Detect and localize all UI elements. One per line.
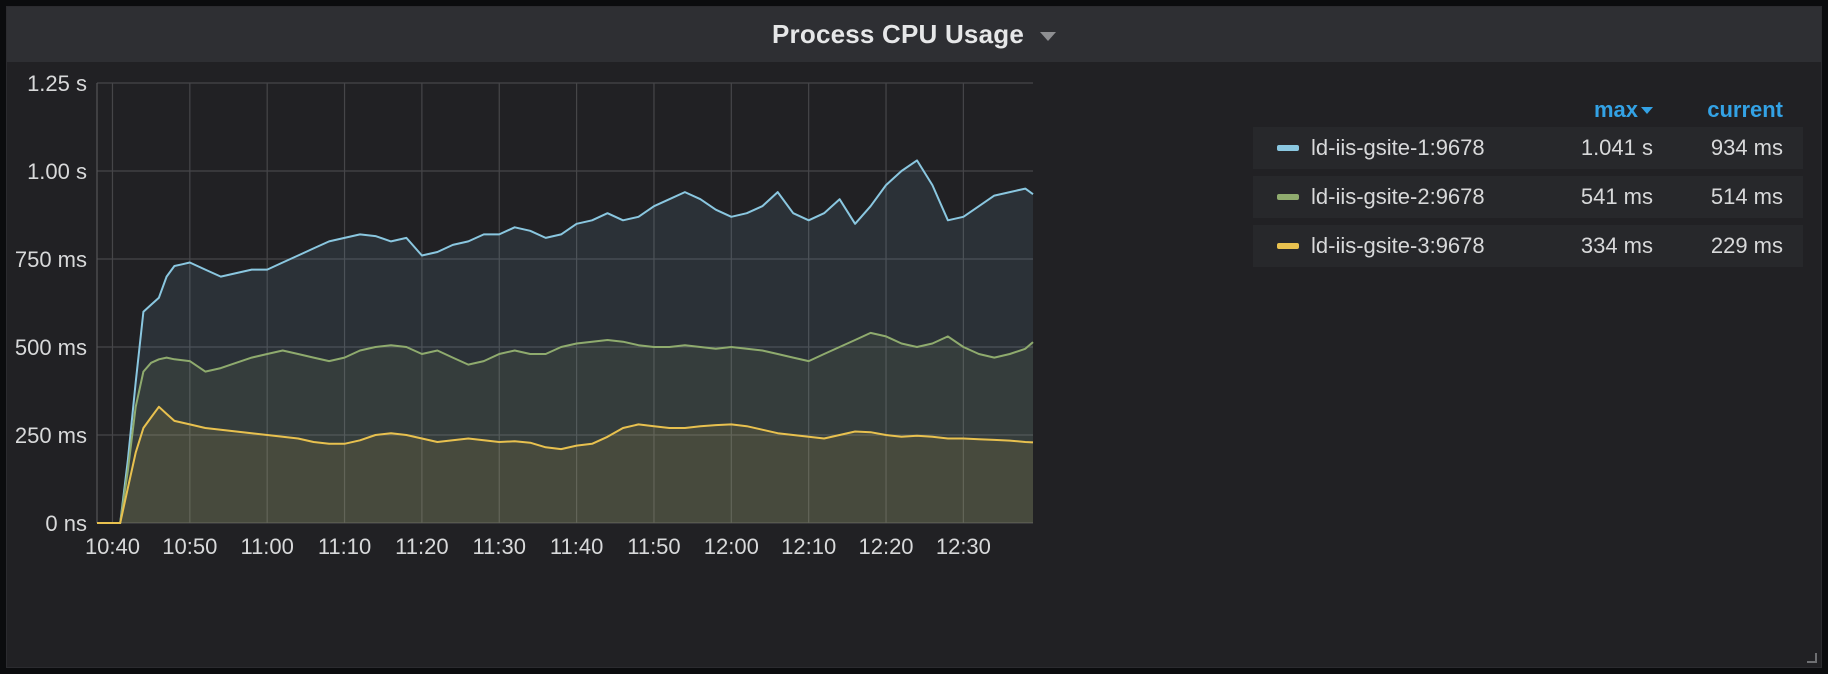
legend-swatch-icon[interactable] [1277,145,1299,151]
x-tick-label: 10:50 [162,534,217,559]
panel-header[interactable]: Process CPU Usage [7,7,1821,62]
series-area-2 [97,332,1033,523]
legend-series-name[interactable]: ld-iis-gsite-3:9678 [1311,233,1485,258]
x-tick-label: 12:00 [704,534,759,559]
series-line-3 [97,405,1034,524]
legend-header-max-label: max [1593,97,1638,122]
legend-series-max: 1.041 s [1580,135,1653,160]
x-tick-label: 11:10 [318,534,371,559]
legend-item-gsite-3[interactable]: ld-iis-gsite-3:9678 334 ms 229 ms [1253,225,1803,267]
series-line-1 [97,159,1034,524]
legend-series-max: 334 ms [1580,233,1653,258]
y-tick-label: 250 ms [15,423,87,448]
cpu-usage-chart[interactable]: 0 ns 250 ms 500 ms 750 ms 1.00 s 1.25 s 10:40 1… [7,7,1823,669]
y-tick-label: 0 ns [45,511,87,536]
caret-down-icon[interactable] [1039,32,1056,41]
legend-header: max current [1253,93,1803,127]
x-tick-label: 12:20 [858,534,913,559]
y-tick-label: 1.25 s [27,71,87,96]
legend-series-current: 514 ms [1710,184,1783,209]
x-tick-label: 11:30 [473,534,526,559]
series-area-1 [97,160,1033,523]
legend-series-name[interactable]: ld-iis-gsite-2:9678 [1311,184,1485,209]
x-tick-label: 11:20 [395,534,448,559]
y-tick-label: 750 ms [15,247,87,272]
x-tick-label: 10:40 [85,534,140,559]
legend-series-current: 229 ms [1710,233,1783,258]
legend-header-max[interactable]: max [1533,97,1653,123]
y-tick-label: 500 ms [15,335,87,360]
legend-series-name[interactable]: ld-iis-gsite-1:9678 [1311,135,1485,160]
legend-header-current[interactable]: current [1707,97,1783,122]
sort-desc-icon [1641,106,1653,114]
y-tick-label: 1.00 s [27,159,87,184]
legend-swatch-icon[interactable] [1277,243,1299,249]
legend-series-max: 541 ms [1580,184,1653,209]
legend: max current ld-iis-gsite-1:9678 1.041 s … [1253,93,1803,274]
resize-handle-icon[interactable] [1807,653,1817,663]
legend-swatch-icon[interactable] [1277,194,1299,200]
x-tick-label: 11:40 [550,534,603,559]
panel: Process CPU Usage 0 ns 250 ms 500 ms 750 ms… [6,6,1822,668]
x-tick-label: 12:30 [936,534,991,559]
legend-item-gsite-2[interactable]: ld-iis-gsite-2:9678 541 ms 514 ms [1253,176,1803,218]
series-line-2 [97,331,1034,524]
x-tick-label: 12:10 [781,534,836,559]
legend-item-gsite-1[interactable]: ld-iis-gsite-1:9678 1.041 s 934 ms [1253,127,1803,169]
panel-title[interactable]: Process CPU Usage [772,19,1024,49]
x-tick-label: 11:00 [240,534,293,559]
x-tick-label: 11:50 [627,534,680,559]
legend-series-current: 934 ms [1710,135,1783,160]
